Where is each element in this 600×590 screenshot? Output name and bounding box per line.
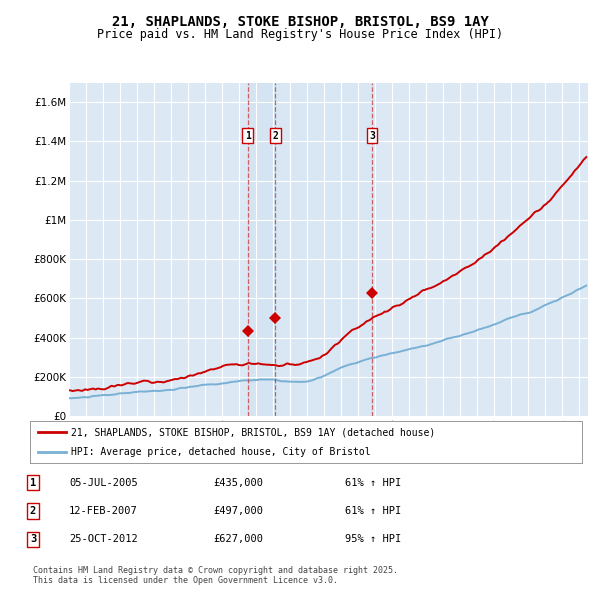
Text: 2: 2 [30, 506, 36, 516]
Text: £627,000: £627,000 [213, 535, 263, 544]
Text: 1: 1 [245, 130, 251, 140]
Text: HPI: Average price, detached house, City of Bristol: HPI: Average price, detached house, City… [71, 447, 371, 457]
Text: 25-OCT-2012: 25-OCT-2012 [69, 535, 138, 544]
Text: Price paid vs. HM Land Registry's House Price Index (HPI): Price paid vs. HM Land Registry's House … [97, 28, 503, 41]
Text: 3: 3 [369, 130, 375, 140]
Text: 61% ↑ HPI: 61% ↑ HPI [345, 506, 401, 516]
Bar [275, 83, 372, 416]
Text: 21, SHAPLANDS, STOKE BISHOP, BRISTOL, BS9 1AY: 21, SHAPLANDS, STOKE BISHOP, BRISTOL, BS… [112, 15, 488, 29]
Text: 21, SHAPLANDS, STOKE BISHOP, BRISTOL, BS9 1AY (detached house): 21, SHAPLANDS, STOKE BISHOP, BRISTOL, BS… [71, 427, 436, 437]
Text: Contains HM Land Registry data © Crown copyright and database right 2025.
This d: Contains HM Land Registry data © Crown c… [33, 566, 398, 585]
Text: 05-JUL-2005: 05-JUL-2005 [69, 478, 138, 487]
Text: 95% ↑ HPI: 95% ↑ HPI [345, 535, 401, 544]
Text: 61% ↑ HPI: 61% ↑ HPI [345, 478, 401, 487]
Text: 12-FEB-2007: 12-FEB-2007 [69, 506, 138, 516]
Bar [248, 83, 275, 416]
Text: 3: 3 [30, 535, 36, 544]
Text: 2: 2 [272, 130, 278, 140]
Text: £497,000: £497,000 [213, 506, 263, 516]
Text: £435,000: £435,000 [213, 478, 263, 487]
Text: 1: 1 [30, 478, 36, 487]
